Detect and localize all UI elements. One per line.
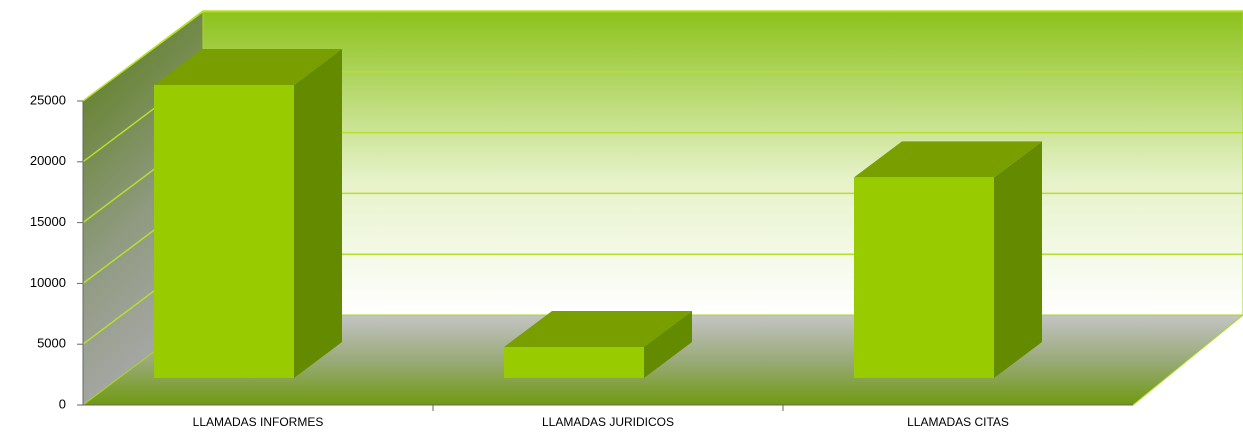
x-tick-label: LLAMADAS CITAS — [907, 415, 1009, 429]
y-tick-label: 5000 — [37, 336, 66, 351]
x-tick-label: LLAMADAS INFORMES — [193, 415, 324, 429]
x-tick-label: LLAMADAS JURIDICOS — [542, 415, 674, 429]
bar-side — [644, 310, 692, 378]
back-wall — [202, 11, 1243, 316]
y-tick-label: 25000 — [30, 92, 66, 107]
bar-side — [294, 48, 342, 378]
bar-top — [854, 141, 1042, 178]
bar — [504, 346, 644, 378]
y-tick-label: 10000 — [30, 275, 66, 290]
bar-top — [154, 48, 342, 85]
grid-line — [82, 10, 1243, 102]
y-tick-label: 15000 — [30, 214, 66, 229]
y-tick-label: 0 — [59, 396, 66, 411]
bar — [854, 177, 994, 378]
bar-top — [504, 310, 692, 347]
bar-side — [994, 141, 1042, 378]
y-tick-label: 20000 — [30, 153, 66, 168]
bar — [154, 84, 294, 378]
